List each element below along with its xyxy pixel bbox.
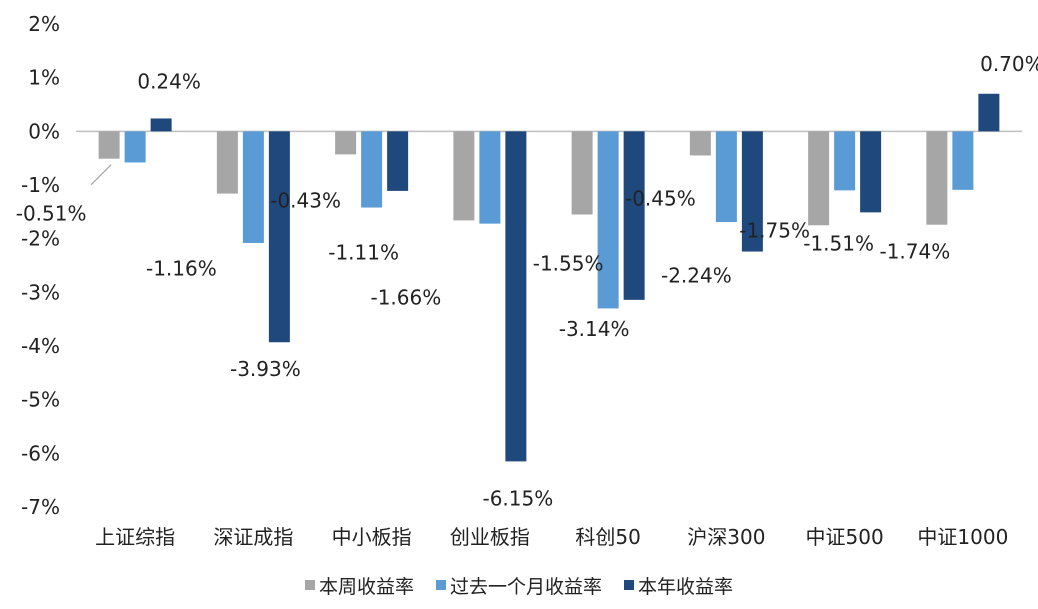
legend-swatch-ytd: [624, 580, 634, 590]
bar: [860, 131, 882, 213]
data-label: -2.24%: [661, 264, 732, 288]
bar: [150, 118, 172, 132]
legend-label-weekly: 本周收益率: [318, 575, 414, 598]
data-label: -3.93%: [230, 357, 301, 381]
x-category-label: 创业板指: [450, 525, 530, 549]
bar: [453, 131, 475, 221]
bar: [834, 131, 856, 191]
x-category-label: 中小板指: [332, 525, 412, 549]
y-tick-label: -7%: [21, 495, 60, 519]
data-label: -3.14%: [559, 317, 630, 341]
legend-item-weekly: 本周收益率: [304, 572, 414, 599]
legend-item-ytd: 本年收益率: [624, 572, 733, 599]
data-label: -6.15%: [482, 486, 553, 510]
bar: [387, 131, 409, 191]
legend-swatch-weekly: [304, 580, 315, 590]
data-label: 0.24%: [137, 69, 201, 93]
x-category-label: 上证综指: [95, 525, 175, 549]
legend-label-ytd: 本年收益率: [638, 575, 734, 598]
data-label: 0.70%: [980, 52, 1038, 76]
bar: [571, 131, 593, 215]
bar: [216, 131, 238, 194]
data-label: -1.16%: [146, 257, 217, 281]
legend-swatch-monthly: [435, 580, 446, 590]
bar: [505, 131, 527, 462]
bar: [715, 131, 737, 223]
y-tick-label: 0%: [28, 119, 60, 143]
data-label: -1.66%: [370, 285, 441, 309]
bar: [689, 131, 711, 156]
bar: [741, 131, 763, 252]
bar: [623, 131, 645, 300]
bar: [124, 131, 146, 163]
bar: [978, 93, 1000, 132]
data-label: -0.45%: [625, 186, 696, 210]
bar: [268, 131, 290, 343]
y-tick-label: 2%: [28, 12, 60, 36]
y-tick-label: -4%: [21, 334, 60, 358]
bar: [242, 131, 264, 243]
bar: [952, 131, 974, 190]
x-category-label: 科创50: [575, 525, 640, 549]
bar: [335, 131, 357, 155]
bar: [361, 131, 383, 208]
data-label-leader-line: [90, 164, 112, 186]
bar: [597, 131, 619, 309]
x-category-label: 中证1000: [917, 525, 1008, 549]
bar: [479, 131, 501, 224]
y-tick-label: -2%: [21, 227, 60, 251]
x-category-label: 中证500: [806, 525, 884, 549]
data-label: -1.74%: [879, 240, 950, 264]
x-category-label: 沪深300: [687, 525, 765, 549]
y-tick-label: -3%: [21, 280, 60, 304]
data-label: -0.51%: [16, 202, 87, 226]
data-label: -1.55%: [533, 252, 604, 276]
y-tick-label: -1%: [21, 173, 60, 197]
bar: [98, 131, 120, 159]
y-tick-label: -6%: [21, 441, 60, 465]
x-category-label: 深证成指: [213, 525, 293, 549]
y-tick-label: 1%: [28, 66, 60, 90]
chart-legend: 本周收益率 过去一个月收益率 本年收益率: [0, 570, 1038, 600]
data-label: -1.75%: [739, 218, 810, 242]
legend-label-monthly: 过去一个月收益率: [449, 575, 602, 598]
bar-chart: 2% 1% 0% -1% -2% -3% -4% -5% -6% -7% 上证综指 深证成指 中小板指 创…: [16, 12, 1038, 549]
data-label: -1.51%: [803, 231, 874, 255]
legend-item-monthly: 过去一个月收益率: [435, 572, 602, 599]
data-label: -0.43%: [270, 188, 341, 212]
bar: [808, 131, 830, 226]
data-label: -1.11%: [328, 241, 399, 265]
y-tick-label: -5%: [21, 388, 60, 412]
bar: [926, 131, 948, 225]
